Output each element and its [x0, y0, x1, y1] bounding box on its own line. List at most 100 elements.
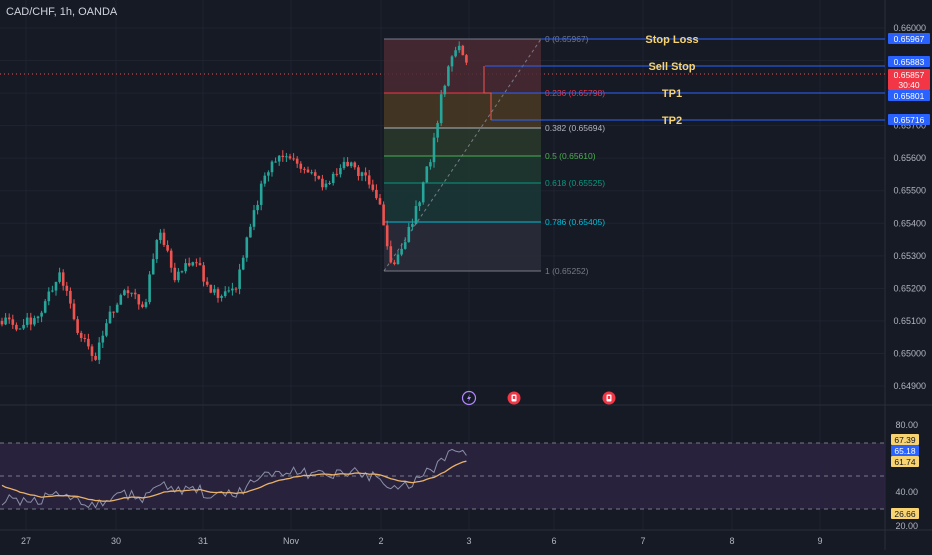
time-axis-label: 31	[198, 536, 208, 546]
candle-body	[443, 85, 447, 95]
candle-body	[29, 317, 33, 325]
candle-body	[259, 183, 263, 205]
candle-body	[159, 232, 162, 241]
candle-body	[0, 320, 4, 325]
candle-body	[371, 184, 375, 190]
price-badge	[888, 69, 930, 80]
candle-body	[213, 289, 216, 293]
candle-body	[54, 281, 58, 291]
candle-body	[72, 303, 76, 320]
time-axis-label: 8	[729, 536, 734, 546]
rsi-badge	[891, 508, 919, 519]
candle-body	[454, 50, 457, 57]
candle-body	[155, 240, 159, 260]
fib-zone	[384, 222, 541, 271]
candle-body	[205, 281, 209, 285]
candle-body	[378, 198, 382, 205]
candle-body	[180, 271, 184, 273]
candle-body	[249, 226, 252, 238]
rsi-line	[1, 448, 467, 509]
candle-body	[292, 158, 295, 160]
candle-body	[4, 317, 7, 325]
time-axis-label: 3	[466, 536, 471, 546]
time-axis-label: 7	[640, 536, 645, 546]
candle-body	[191, 262, 195, 266]
fibonacci-retracement[interactable]: 0 (0.65967)0.236 (0.65798)0.382 (0.65694…	[383, 34, 605, 276]
candle-body	[252, 210, 256, 227]
candle-body	[306, 169, 310, 173]
candle-body	[148, 274, 151, 303]
time-axis-label: 6	[551, 536, 556, 546]
candle-body	[51, 290, 54, 292]
rsi-badge-label: 67.39	[894, 435, 916, 445]
event-markers[interactable]	[461, 390, 616, 406]
price-tick-label: 0.65600	[893, 153, 926, 163]
candle-body	[447, 66, 450, 86]
fib-level-label: 0.5 (0.65610)	[545, 151, 596, 161]
price-badge-label: 0.65857	[894, 70, 925, 80]
candle-body	[173, 267, 177, 281]
candle-body	[274, 161, 277, 163]
candle-body	[270, 161, 274, 173]
candle-body	[385, 225, 389, 247]
candle-body	[105, 323, 108, 336]
candle-body	[339, 168, 342, 175]
candle-body	[303, 168, 306, 170]
candle-body	[310, 172, 313, 174]
candle-body	[238, 269, 241, 289]
price-badge-label: 30:40	[898, 80, 920, 90]
candle-body	[241, 257, 245, 270]
fib-zone	[384, 183, 541, 222]
candle-body	[321, 178, 324, 188]
rsi-badge-label: 61.74	[894, 457, 916, 467]
symbol-title[interactable]: CAD/CHF, 1h, OANDA	[6, 6, 118, 18]
candles	[0, 41, 468, 364]
candle-body	[375, 189, 378, 199]
candle-body	[33, 318, 36, 325]
candle-body	[299, 163, 303, 169]
candle-body	[11, 319, 15, 325]
candle-body	[328, 183, 331, 185]
flag-event-icon[interactable]	[507, 391, 521, 405]
candle-body	[36, 316, 40, 319]
fib-zone	[384, 156, 541, 183]
candle-body	[357, 167, 360, 176]
candle-body	[367, 175, 371, 185]
lightning-event-icon[interactable]	[461, 390, 477, 406]
candle-body	[429, 162, 432, 167]
candle-body	[141, 304, 144, 308]
rsi-badge	[891, 456, 919, 467]
candle-body	[245, 237, 249, 258]
candle-body	[411, 224, 414, 227]
candle-body	[349, 162, 353, 167]
price-tick-label: 0.65100	[893, 316, 926, 326]
time-axis-label: Nov	[283, 536, 300, 546]
candle-body	[112, 311, 115, 313]
time-axis-label: 9	[817, 536, 822, 546]
flag-event-icon[interactable]	[602, 391, 616, 405]
candle-body	[360, 172, 364, 176]
candle-body	[277, 155, 281, 162]
rsi-badge	[891, 445, 919, 456]
candle-body	[403, 242, 407, 249]
candle-body	[90, 346, 94, 356]
price-tick-label: 0.66000	[893, 23, 926, 33]
price-badge	[888, 90, 930, 101]
price-badge-label: 0.65883	[894, 57, 925, 67]
price-badge-label: 0.65801	[894, 91, 925, 101]
trade-levels[interactable]: Stop Loss Sell Stop TP1 TP2	[483, 34, 885, 127]
rsi-badge-label: 26.66	[894, 509, 916, 519]
candle-body	[353, 162, 357, 168]
flag-glyph-inner	[512, 396, 516, 399]
price-badge-label: 0.65967	[894, 34, 925, 44]
price-badge	[888, 79, 930, 90]
candle-body	[256, 204, 259, 211]
candle-body	[407, 226, 411, 243]
candle-body	[400, 248, 403, 255]
price-tick-label: 0.65200	[893, 283, 926, 293]
candle-body	[285, 156, 288, 158]
candle-body	[184, 263, 187, 272]
candle-body	[198, 263, 202, 266]
